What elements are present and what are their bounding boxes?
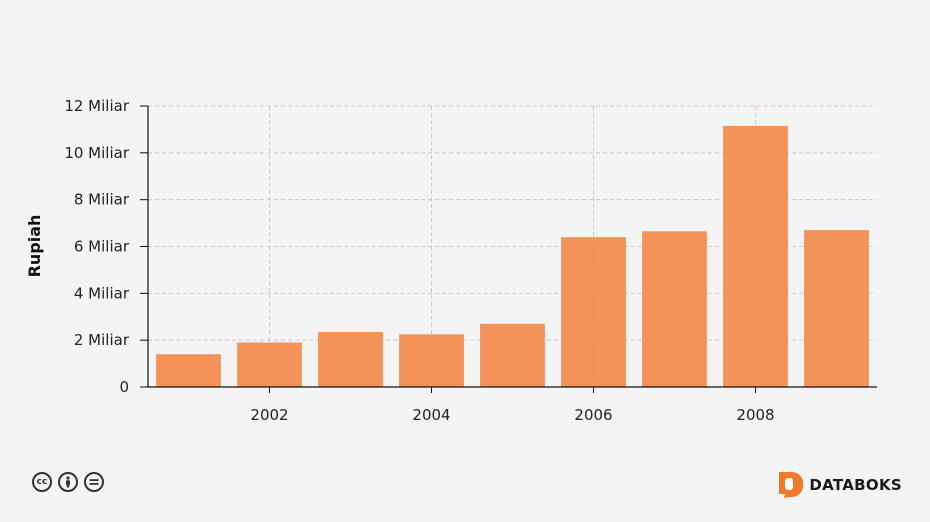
cc-icon: cc [32, 472, 52, 492]
bar [723, 125, 788, 387]
bars-group [156, 125, 869, 387]
y-tick-label: 12 Miliar [64, 97, 129, 115]
bar [399, 334, 464, 387]
nd-icon [84, 472, 104, 492]
bar [561, 237, 626, 387]
by-icon [58, 472, 78, 492]
bar [642, 231, 707, 387]
x-tick-label: 2008 [736, 406, 774, 424]
y-axis-label: Rupiah [25, 215, 44, 278]
brand-logo: DATABOKS [779, 472, 902, 498]
y-tick-label: 8 Miliar [74, 191, 130, 209]
bar [480, 323, 545, 387]
x-tick-label: 2002 [250, 406, 288, 424]
license-icons: cc [32, 472, 104, 492]
x-tick-labels: 2002 2004 2006 2008 [250, 406, 774, 424]
bar [804, 230, 869, 387]
bar [237, 342, 302, 387]
y-tick-label: 4 Miliar [74, 284, 130, 302]
x-tick-label: 2006 [574, 406, 612, 424]
databoks-logo-icon [779, 472, 804, 498]
x-tick-label: 2004 [412, 406, 450, 424]
brand-name: DATABOKS [809, 476, 902, 494]
y-tick-labels: 0 2 Miliar 4 Miliar 6 Miliar 8 Miliar 10 Mili… [64, 97, 129, 396]
y-tick-label: 0 [119, 378, 129, 396]
bar [156, 354, 221, 387]
y-tick-label: 6 Miliar [74, 238, 130, 256]
bar [318, 331, 383, 387]
y-tick-label: 2 Miliar [74, 331, 130, 349]
axes [140, 105, 877, 393]
y-tick-label: 10 Miliar [64, 144, 129, 162]
